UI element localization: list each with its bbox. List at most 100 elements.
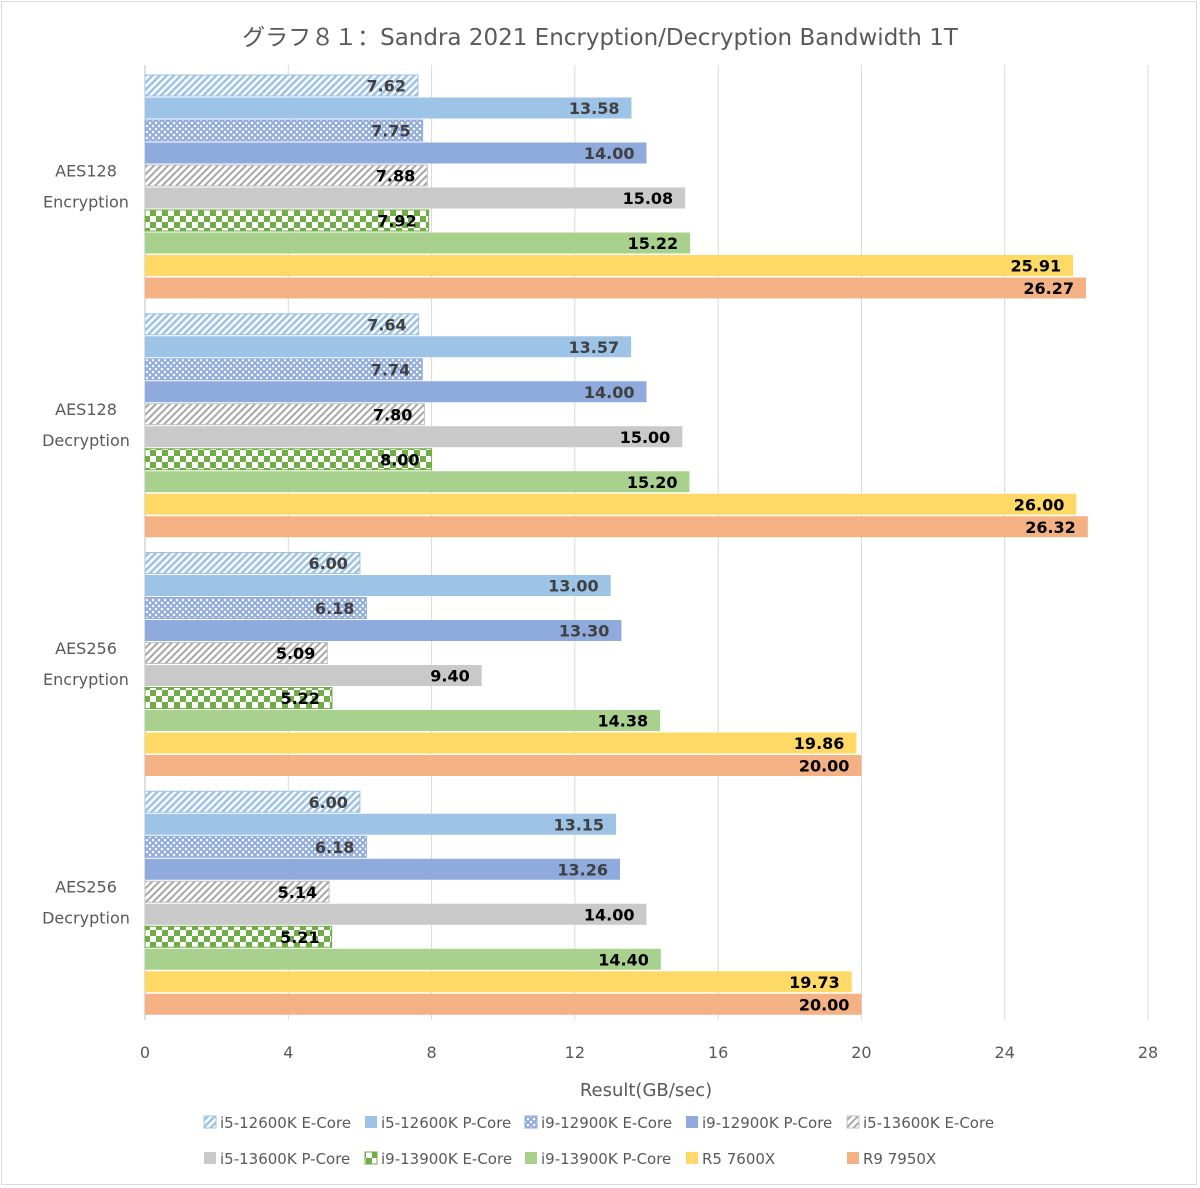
x-tick-label: 8 (426, 1043, 436, 1062)
x-tick-label: 28 (1138, 1043, 1158, 1062)
data-label: 19.86 (794, 734, 845, 753)
bar (144, 552, 361, 574)
legend: i5-12600K E-Core i5-12600K P-Core i9-12900… (203, 1114, 994, 1168)
legend-swatch (525, 1152, 537, 1164)
bar (145, 665, 482, 686)
legend-item: R5 7600X (686, 1150, 775, 1168)
legend-swatch (686, 1116, 698, 1128)
bar (145, 755, 862, 776)
legend-label: i5-12600K E-Core (220, 1114, 351, 1132)
legend-swatch (846, 1115, 860, 1129)
data-label: 13.57 (568, 338, 619, 357)
legend-swatch (686, 1152, 698, 1164)
bar (144, 313, 420, 336)
legend-swatch (364, 1151, 378, 1165)
data-label: 7.62 (366, 77, 405, 96)
data-label: 20.00 (799, 757, 850, 776)
data-label: 13.30 (559, 622, 610, 641)
legend-label: i5-13600K E-Core (863, 1114, 994, 1132)
bar (145, 993, 862, 1015)
legend-item: i9-13900K E-Core (364, 1150, 512, 1168)
x-tick-label: 20 (851, 1043, 871, 1062)
bar (145, 732, 857, 754)
data-label: 5.14 (278, 883, 317, 902)
bar (145, 903, 647, 925)
legend-label: R5 7600X (702, 1150, 775, 1168)
legend-label: R9 7950X (863, 1150, 936, 1168)
category-labels: AES128 Encryption AES128 Decryption AES256 En… (42, 161, 130, 927)
legend-item: i9-13900K P-Core (525, 1150, 671, 1168)
bar (145, 277, 1087, 299)
data-label: 7.80 (373, 405, 412, 424)
bar (144, 642, 328, 664)
x-tick-label: 16 (708, 1043, 728, 1062)
legend-item: i5-13600K P-Core (204, 1150, 350, 1168)
bar (145, 516, 1088, 538)
category-label-line2: Decryption (42, 431, 130, 450)
bar (145, 187, 686, 209)
x-axis-ticks: 0 4 8 12 16 20 24 28 (140, 1043, 1158, 1062)
legend-swatch (365, 1116, 377, 1128)
category-label-line1: AES128 (55, 161, 117, 180)
legend-item: R9 7950X (847, 1150, 936, 1168)
data-label: 7.75 (371, 122, 410, 141)
bar (145, 255, 1074, 276)
data-label: 6.00 (308, 793, 347, 812)
category-label-line1: AES256 (55, 639, 117, 658)
bar (145, 471, 690, 493)
data-label: 19.73 (789, 973, 840, 992)
bar (145, 575, 611, 596)
category-label-line2: Decryption (42, 909, 130, 928)
data-label: 5.09 (276, 644, 315, 663)
data-label: 13.15 (553, 815, 604, 834)
x-tick-label: 12 (565, 1043, 585, 1062)
legend-swatch (847, 1152, 859, 1164)
legend-label: i9-12900K P-Core (702, 1114, 832, 1132)
data-label: 14.00 (584, 383, 635, 402)
legend-label: i9-12900K E-Core (541, 1114, 672, 1132)
bars (144, 74, 1088, 1015)
legend-swatch (204, 1152, 216, 1164)
bar (144, 164, 428, 187)
bar (144, 358, 423, 381)
data-label: 26.00 (1014, 495, 1065, 514)
category-label-line1: AES256 (55, 878, 117, 897)
legend-swatch (203, 1115, 217, 1129)
legend-item: i5-12600K E-Core (203, 1114, 351, 1132)
data-labels: 7.62 13.58 7.75 14.00 7.88 15.08 7.92 15.22 25.9… (276, 77, 1076, 1015)
bar (144, 119, 424, 142)
bar (144, 74, 419, 97)
data-label: 15.08 (623, 189, 674, 208)
data-label: 7.88 (376, 167, 415, 186)
bar (144, 687, 333, 709)
data-label: 15.22 (628, 234, 679, 253)
bar (145, 336, 632, 358)
legend-label: i9-13900K E-Core (381, 1150, 512, 1168)
bar (145, 97, 632, 119)
bar (145, 493, 1077, 515)
legend-item: i5-12600K P-Core (365, 1114, 511, 1132)
bar (144, 880, 330, 903)
data-label: 13.58 (569, 99, 620, 118)
bar (144, 448, 433, 471)
bar (145, 142, 647, 164)
x-tick-label: 4 (283, 1043, 293, 1062)
data-label: 8.00 (380, 450, 419, 469)
data-label: 14.38 (598, 712, 649, 731)
data-label: 26.32 (1025, 518, 1076, 537)
bar (145, 971, 852, 993)
data-label: 25.91 (1011, 257, 1062, 276)
bar (144, 209, 430, 232)
data-label: 9.40 (430, 667, 469, 686)
legend-item: i9-12900K P-Core (686, 1114, 832, 1132)
legend-label: i9-13900K P-Core (541, 1150, 671, 1168)
chart-title: グラフ８１：Sandra 2021 Encryption/Decryption … (242, 25, 959, 51)
data-label: 5.22 (281, 689, 320, 708)
bar (144, 403, 425, 426)
data-label: 20.00 (799, 995, 850, 1014)
data-label: 6.18 (315, 599, 354, 618)
data-label: 13.26 (557, 860, 608, 879)
x-tick-label: 0 (140, 1043, 150, 1062)
